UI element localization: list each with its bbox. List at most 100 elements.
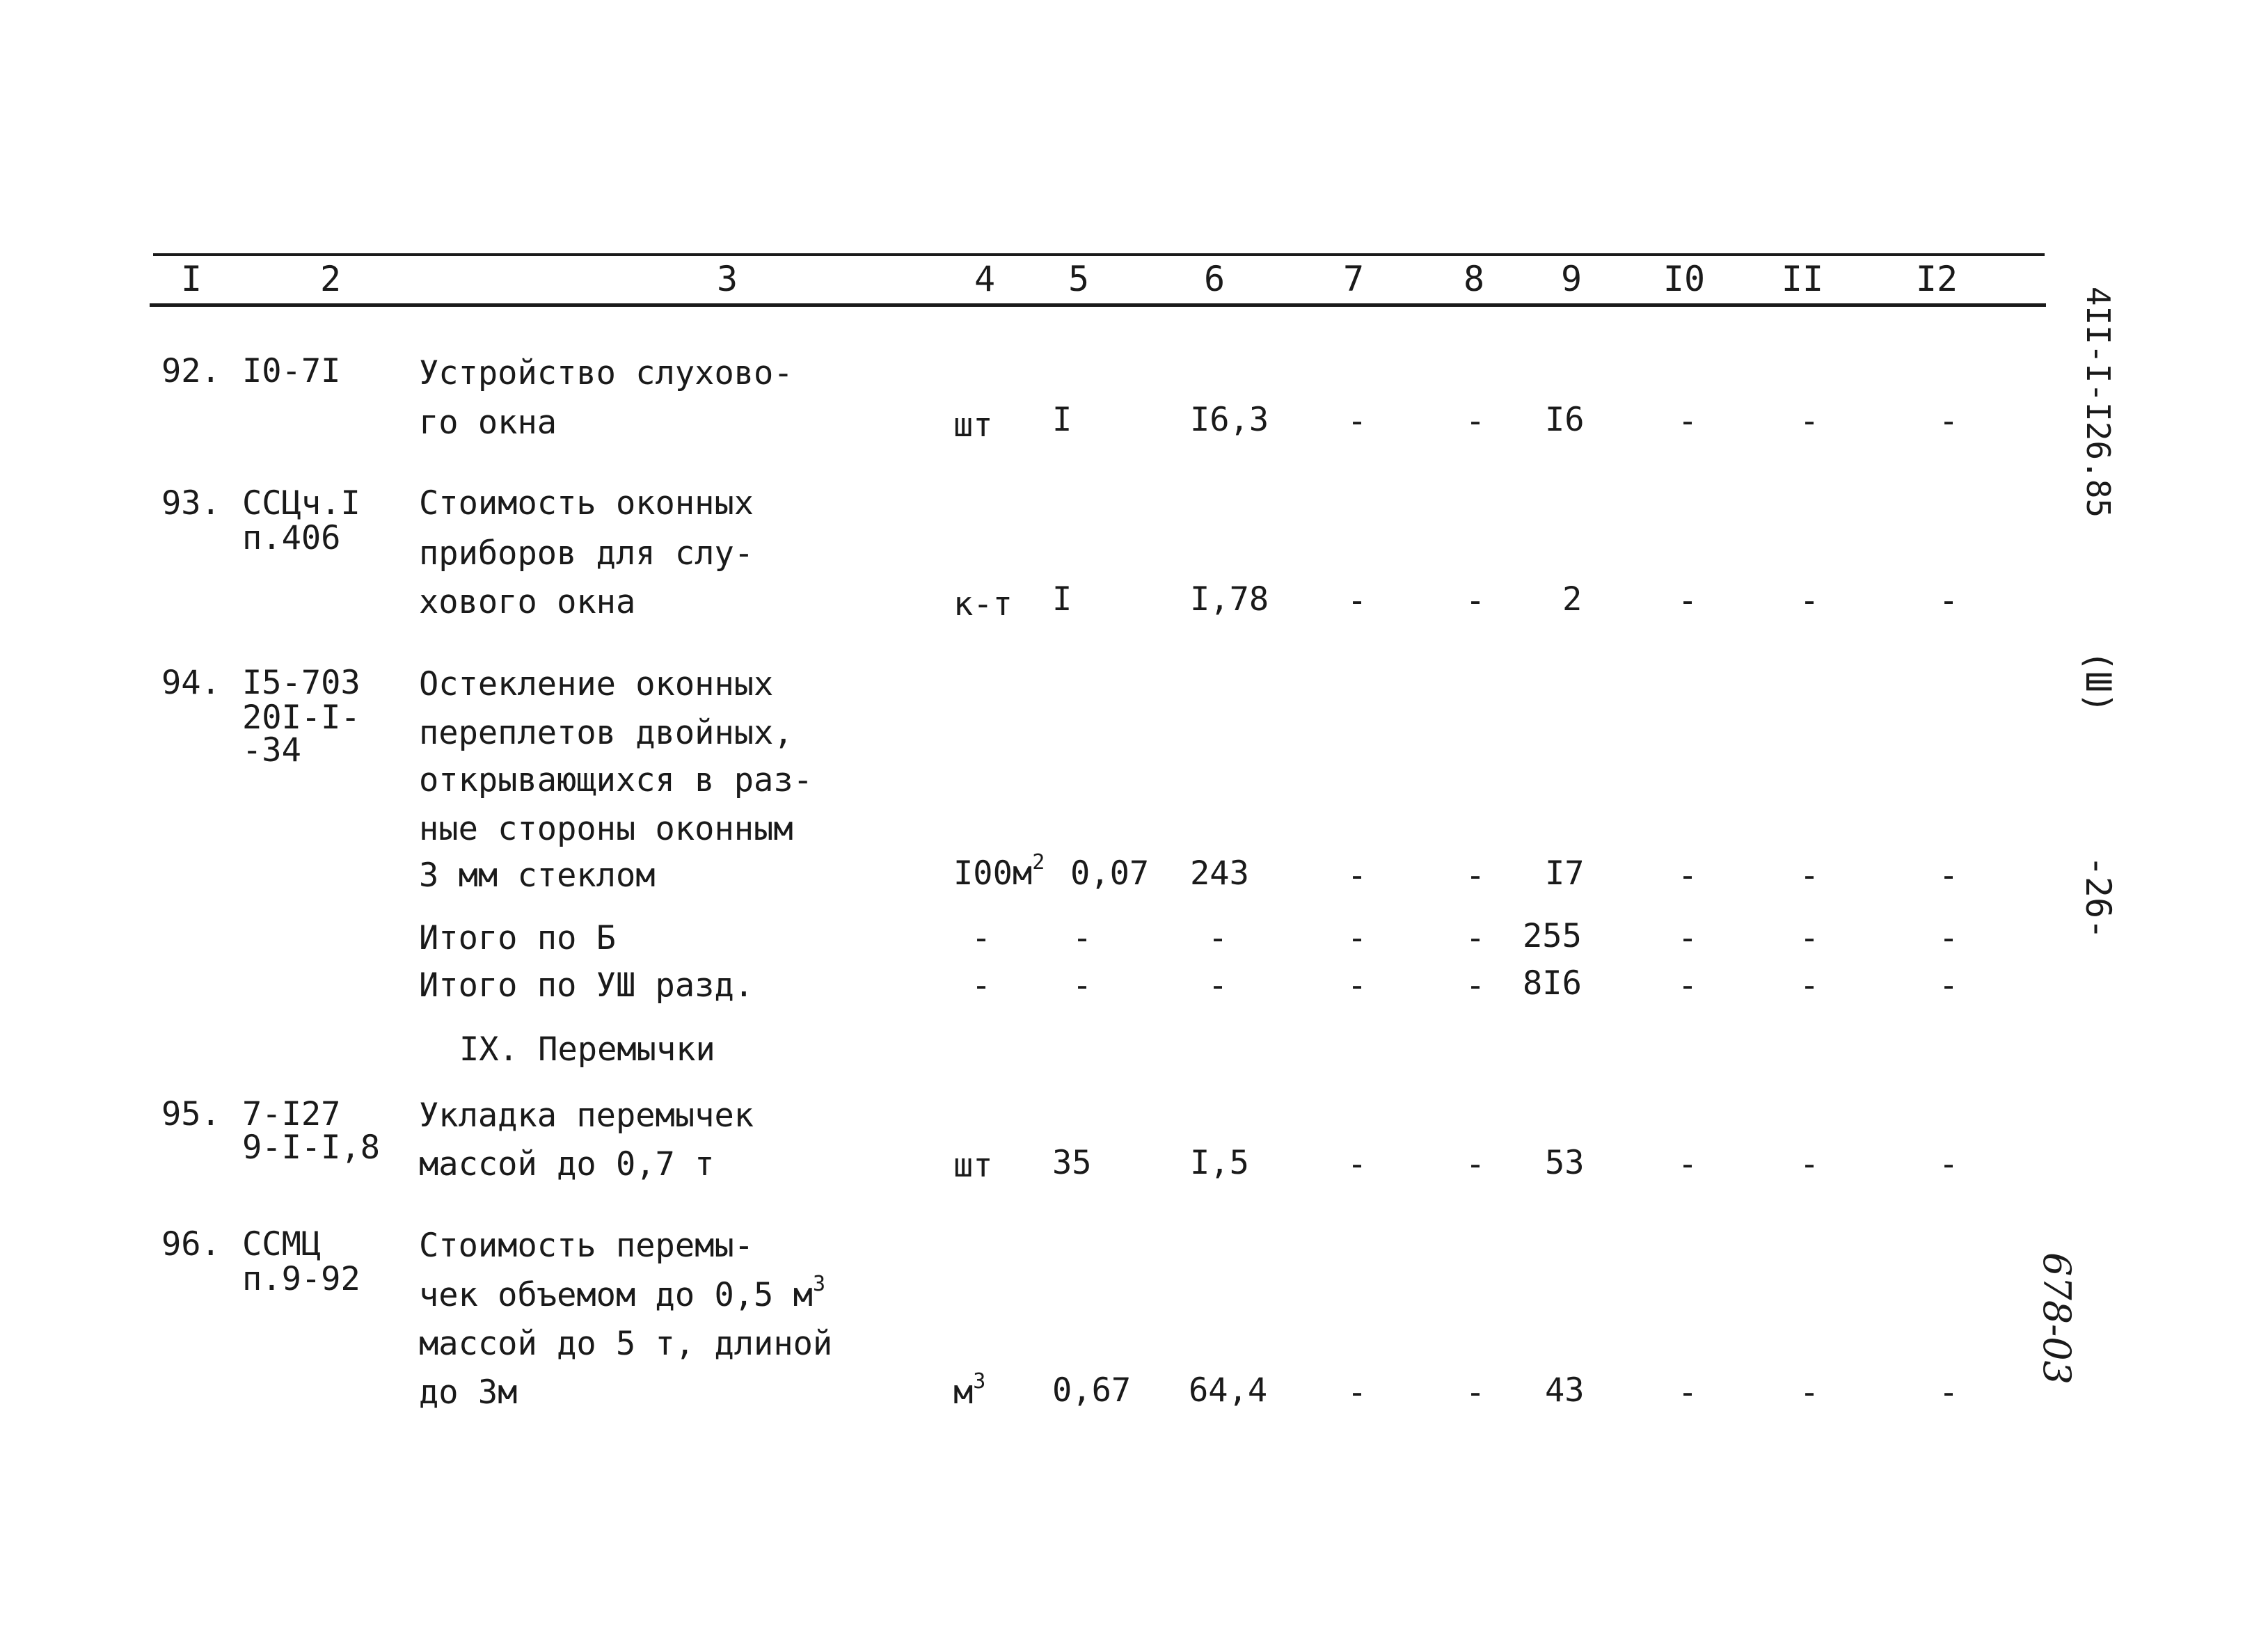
total-cost: 2	[1562, 580, 1583, 619]
unit: шт	[953, 1147, 993, 1185]
col-8-value: -	[1465, 582, 1486, 620]
header-col-1: I	[180, 259, 203, 299]
col-11-value: -	[1799, 582, 1820, 620]
unit-superscript: 2	[1032, 850, 1045, 875]
col-12-value: -	[1938, 966, 1959, 1005]
page-number: -26-	[2078, 855, 2118, 940]
quantity: 0,07	[1070, 854, 1150, 893]
header-col-7: 7	[1342, 259, 1365, 299]
col-6-value: -	[1207, 966, 1228, 1005]
col-10-value: -	[1677, 582, 1698, 620]
row-number: 92.	[161, 352, 221, 390]
subtotal-label: Итого по УШ разд.	[419, 966, 754, 1005]
col-11-value: -	[1799, 966, 1820, 1005]
work-description: 3 мм стеклом	[419, 856, 656, 895]
col-7-value: -	[1347, 1145, 1367, 1183]
header-col-4: 4	[974, 259, 996, 299]
col-12-value: -	[1938, 1373, 1959, 1412]
col-11-value: -	[1799, 1145, 1820, 1183]
col-10-value: -	[1677, 919, 1698, 957]
col-4-value: -	[971, 966, 992, 1005]
work-description: Стоимость перемы-	[419, 1227, 754, 1265]
norm-code: ССЦч.I	[242, 484, 360, 523]
work-description: Стоимость оконных	[419, 484, 754, 523]
work-description: ные стороны оконным	[419, 810, 793, 848]
row-number: 93.	[161, 484, 221, 523]
header-col-5: 5	[1068, 259, 1090, 299]
quantity: 35	[1052, 1144, 1092, 1182]
col-8-value: -	[1465, 966, 1486, 1005]
unit-price: I,5	[1190, 1144, 1249, 1182]
col-10-value: -	[1677, 1145, 1698, 1183]
quantity: 0,67	[1052, 1371, 1132, 1410]
work-description: до 3м	[419, 1373, 518, 1412]
col-11-value: -	[1799, 919, 1820, 957]
col-7-value: -	[1347, 919, 1367, 957]
unit: I00м2	[953, 852, 1045, 893]
total-cost: 8I6	[1523, 964, 1582, 1003]
col-8-value: -	[1465, 1145, 1486, 1183]
col-12-value: -	[1938, 856, 1959, 895]
col-12-value: -	[1938, 1145, 1959, 1183]
unit-price: I6,3	[1190, 401, 1269, 439]
norm-code: I0-7I	[242, 352, 341, 390]
col-12-value: -	[1938, 919, 1959, 957]
work-description: Остекление оконных	[419, 665, 774, 703]
unit-price: 243	[1190, 854, 1249, 893]
header-col-6: 6	[1203, 259, 1226, 299]
work-description: Устройство слухово-	[419, 354, 793, 392]
unit-text: I00м	[953, 854, 1033, 893]
section-title: IX. Перемычки	[459, 1030, 715, 1069]
header-bottom-rule	[150, 303, 2046, 307]
col-7-value: -	[1347, 966, 1367, 1005]
work-description: открывающихся в раз-	[419, 761, 813, 799]
norm-code: 7-I27	[242, 1095, 341, 1133]
unit: м3	[953, 1371, 985, 1412]
col-7-value: -	[1347, 1373, 1367, 1412]
col-10-value: -	[1677, 966, 1698, 1005]
header-col-2: 2	[319, 259, 342, 299]
col-11-value: -	[1799, 856, 1820, 895]
col-12-value: -	[1938, 402, 1959, 440]
unit: к-т	[953, 585, 1013, 623]
total-cost: 43	[1545, 1371, 1585, 1410]
norm-code: ССМЦ	[242, 1225, 322, 1263]
work-description: Укладка перемычек	[419, 1096, 754, 1135]
total-cost: I6	[1545, 401, 1585, 439]
quantity: I	[1052, 401, 1072, 439]
header-col-11: II	[1781, 259, 1824, 299]
total-cost: 53	[1545, 1144, 1585, 1182]
col-7-value: -	[1347, 856, 1367, 895]
work-description: го окна	[419, 404, 557, 442]
header-col-8: 8	[1463, 259, 1485, 299]
norm-code: I5-703	[242, 664, 360, 702]
header-top-rule	[153, 253, 2045, 256]
col-5-value: -	[1072, 919, 1093, 957]
unit-price: I,78	[1190, 580, 1269, 619]
col-8-value: -	[1465, 856, 1486, 895]
norm-code: -34	[242, 731, 301, 769]
work-description: массой до 5 т, длиной	[419, 1325, 833, 1363]
row-number: 94.	[161, 664, 221, 702]
col-5-value: -	[1072, 966, 1093, 1005]
col-7-value: -	[1347, 402, 1367, 440]
col-11-value: -	[1799, 1373, 1820, 1412]
work-description: приборов для слу-	[419, 534, 754, 573]
header-col-10: I0	[1663, 259, 1706, 299]
col-10-value: -	[1677, 1373, 1698, 1412]
norm-code: 9-I-I,8	[242, 1128, 381, 1167]
document-code: 4II-I-I26.85	[2079, 286, 2117, 518]
unit-price: 64,4	[1189, 1371, 1268, 1410]
handwritten-stamp: 678-03	[2035, 1252, 2079, 1385]
unit-text: м	[953, 1373, 974, 1412]
norm-code: п.9-92	[242, 1260, 360, 1298]
work-description: чек объемом до 0,5 м3	[419, 1274, 825, 1314]
col-7-value: -	[1347, 582, 1367, 620]
work-description-text: чек объемом до 0,5 м	[419, 1276, 813, 1314]
total-cost: 255	[1523, 917, 1582, 955]
col-8-value: -	[1465, 1373, 1486, 1412]
col-6-value: -	[1207, 919, 1228, 957]
header-col-3: 3	[716, 259, 738, 299]
section-mark: (Ш)	[2078, 650, 2118, 714]
